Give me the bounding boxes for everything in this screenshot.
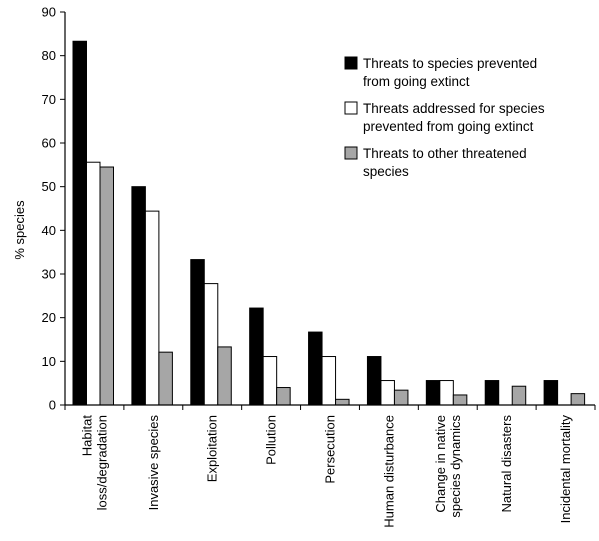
bar-series-3-9	[570, 393, 586, 406]
bar-series-1-1	[72, 40, 87, 406]
bar-series-3-1	[99, 166, 114, 406]
y-tick-label: 80	[42, 48, 56, 63]
x-category-label: Habitat loss/degradation	[79, 415, 109, 511]
x-category-label-line: species dynamics	[448, 415, 463, 518]
legend: Threats to species prevented from going e…	[344, 56, 545, 179]
legend-label: species	[363, 164, 409, 179]
bar-series-1-6	[366, 356, 382, 406]
bar-series-1-8	[484, 380, 500, 406]
y-tick-label: 70	[42, 92, 56, 107]
x-axis-labels: Habitat loss/degradation Invasive species E…	[79, 415, 573, 528]
legend-entry-2: Threats addressed for species prevented f…	[344, 101, 545, 134]
bar-series-1-2	[131, 186, 146, 406]
legend-entry-1: Threats to species prevented from going e…	[344, 56, 537, 89]
x-category-label-line: Pollution	[264, 415, 279, 465]
bar-series-1-7	[425, 380, 441, 406]
legend-label: Threats addressed for species	[363, 101, 545, 116]
y-tick-label: 10	[42, 354, 56, 369]
legend-entry-3: Threats to other threatened species	[344, 146, 527, 179]
x-category-label: Change in native species dynamics	[433, 415, 463, 518]
x-category-label: Exploitation	[205, 415, 220, 482]
y-tick-label: 20	[42, 310, 56, 325]
bar-series-2-5	[321, 356, 337, 406]
bar-series-3-7	[452, 394, 468, 406]
bar-series-1-3	[190, 259, 205, 406]
x-category-label-line: Habitat	[79, 415, 94, 457]
x-category-label-line: Natural disasters	[499, 415, 514, 513]
bar-series-3-3	[217, 346, 232, 406]
y-tick-label: 60	[42, 136, 56, 151]
x-category-label-line: Invasive species	[146, 415, 161, 511]
x-category-label: Natural disasters	[499, 415, 514, 513]
legend-label: Threats to species prevented	[363, 56, 537, 71]
x-category-label: Human disturbance	[381, 415, 396, 528]
x-category-label: Pollution	[264, 415, 279, 465]
x-category-label-line: Persecution	[323, 415, 338, 484]
bar-series-2-3	[203, 283, 219, 406]
legend-label: from going extinct	[363, 74, 470, 89]
bar-series-3-2	[158, 351, 173, 406]
bar-series-3-8	[511, 385, 527, 406]
x-category-label: Persecution	[323, 415, 338, 484]
y-tick-label: 50	[42, 179, 56, 194]
bars	[72, 40, 586, 406]
legend-swatch	[344, 146, 358, 160]
y-tick-label: 30	[42, 267, 56, 282]
bar-series-3-6	[393, 389, 409, 406]
legend-label: prevented from going extinct	[363, 119, 534, 134]
y-axis-ticks: 0 10 20 30 40 50 60 70 80 90	[42, 5, 65, 413]
bar-series-2-4	[262, 356, 278, 406]
axes	[64, 12, 596, 410]
x-category-label-line: Change in native	[433, 415, 448, 513]
x-category-label-line: loss/degradation	[94, 415, 109, 510]
x-category-label-line: Incidental mortality	[558, 415, 573, 524]
legend-swatch	[344, 101, 358, 115]
bar-series-2-7	[439, 380, 454, 406]
bar-series-3-4	[276, 387, 291, 406]
bar-series-1-9	[543, 380, 559, 406]
bar-series-1-4	[249, 307, 264, 406]
y-tick-label: 0	[49, 398, 56, 413]
x-category-label: Incidental mortality	[558, 415, 573, 524]
y-tick-label: 40	[42, 223, 56, 238]
x-category-label: Invasive species	[146, 415, 161, 511]
legend-label: Threats to other threatened	[363, 146, 527, 161]
bar-series-2-1	[86, 161, 101, 406]
bar-series-2-6	[380, 380, 395, 406]
bar-series-3-5	[335, 398, 350, 406]
x-category-label-line: Exploitation	[205, 415, 220, 482]
legend-swatch	[344, 56, 358, 70]
y-axis-title: % species	[12, 200, 27, 260]
bar-series-2-2	[144, 210, 160, 406]
bar-series-1-5	[308, 331, 323, 406]
y-tick-label: 90	[42, 5, 56, 20]
x-category-label-line: Human disturbance	[381, 415, 396, 528]
